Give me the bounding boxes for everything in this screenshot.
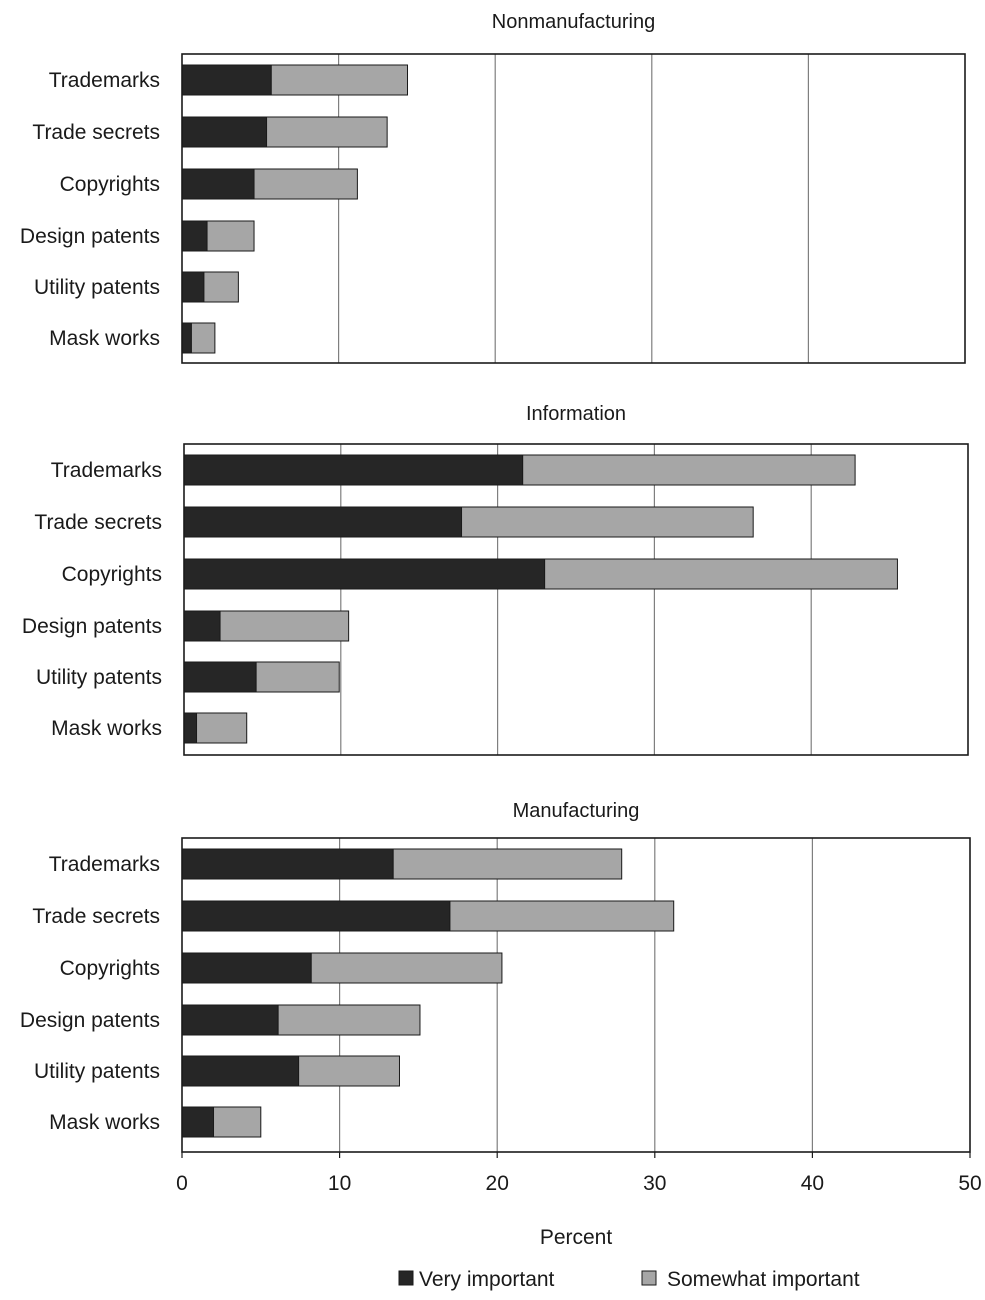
category-label: Design patents: [20, 225, 160, 248]
bar-very-important: [181, 952, 312, 984]
bar-very-important: [181, 848, 394, 880]
x-axis-label: Percent: [540, 1226, 613, 1249]
panel-frame: [181, 53, 966, 364]
category-label: Copyrights: [60, 173, 160, 196]
panel-frame: [183, 443, 969, 756]
bar-very-important: [181, 1106, 215, 1138]
legend-swatch-very-important: [398, 1270, 414, 1286]
bar-very-important: [181, 168, 255, 200]
bar-somewhat-important: [544, 558, 898, 590]
bar-very-important: [181, 220, 208, 252]
bar-somewhat-important: [310, 952, 503, 984]
legend-label: Very important: [419, 1268, 555, 1291]
panel-frame: [181, 837, 971, 1153]
category-label: Trade secrets: [32, 121, 160, 144]
category-label: Mask works: [49, 1111, 160, 1134]
category-label: Utility patents: [34, 276, 160, 299]
bar-somewhat-important: [203, 271, 239, 303]
category-label: Trade secrets: [32, 905, 160, 928]
bar-very-important: [181, 64, 272, 96]
category-label: Trademarks: [51, 459, 162, 482]
category-label: Design patents: [20, 1009, 160, 1032]
bar-very-important: [181, 900, 451, 932]
bar-very-important: [181, 1055, 300, 1087]
category-label: Mask works: [51, 717, 162, 740]
bar-somewhat-important: [266, 116, 388, 148]
panel-title: Manufacturing: [513, 800, 640, 822]
x-tick-label: 20: [486, 1172, 509, 1195]
bar-somewhat-important: [213, 1106, 262, 1138]
bar-very-important: [183, 454, 524, 486]
bar-very-important: [181, 322, 192, 354]
category-label: Trademarks: [49, 853, 160, 876]
bar-very-important: [183, 661, 257, 693]
bar-somewhat-important: [253, 168, 358, 200]
bar-somewhat-important: [392, 848, 623, 880]
bar-somewhat-important: [298, 1055, 400, 1087]
category-label: Copyrights: [60, 957, 160, 980]
category-label: Trademarks: [49, 69, 160, 92]
bar-somewhat-important: [522, 454, 856, 486]
x-tick-label: 30: [643, 1172, 666, 1195]
bar-very-important: [183, 558, 546, 590]
bar-somewhat-important: [449, 900, 675, 932]
bar-somewhat-important: [255, 661, 340, 693]
bar-very-important: [181, 271, 205, 303]
legend-swatch-somewhat-important: [641, 1270, 657, 1286]
legend-label: Somewhat important: [667, 1268, 860, 1291]
category-label: Utility patents: [34, 1060, 160, 1083]
bar-somewhat-important: [190, 322, 216, 354]
x-tick-label: 50: [958, 1172, 981, 1195]
bar-very-important: [183, 610, 221, 642]
category-label: Mask works: [49, 327, 160, 350]
x-tick-label: 0: [176, 1172, 188, 1195]
panel-title: Information: [526, 403, 626, 425]
bar-very-important: [183, 506, 463, 538]
x-tick-label: 10: [328, 1172, 351, 1195]
x-tick-label: 40: [801, 1172, 824, 1195]
bar-very-important: [181, 116, 268, 148]
category-label: Copyrights: [62, 563, 162, 586]
bar-very-important: [183, 712, 198, 744]
bar-somewhat-important: [270, 64, 409, 96]
bar-somewhat-important: [219, 610, 350, 642]
bar-somewhat-important: [196, 712, 248, 744]
bar-somewhat-important: [277, 1004, 421, 1036]
bar-very-important: [181, 1004, 279, 1036]
category-label: Trade secrets: [34, 511, 162, 534]
panel-title: Nonmanufacturing: [492, 11, 655, 33]
bar-somewhat-important: [206, 220, 255, 252]
category-label: Utility patents: [36, 666, 162, 689]
category-label: Design patents: [22, 615, 162, 638]
bar-somewhat-important: [461, 506, 754, 538]
